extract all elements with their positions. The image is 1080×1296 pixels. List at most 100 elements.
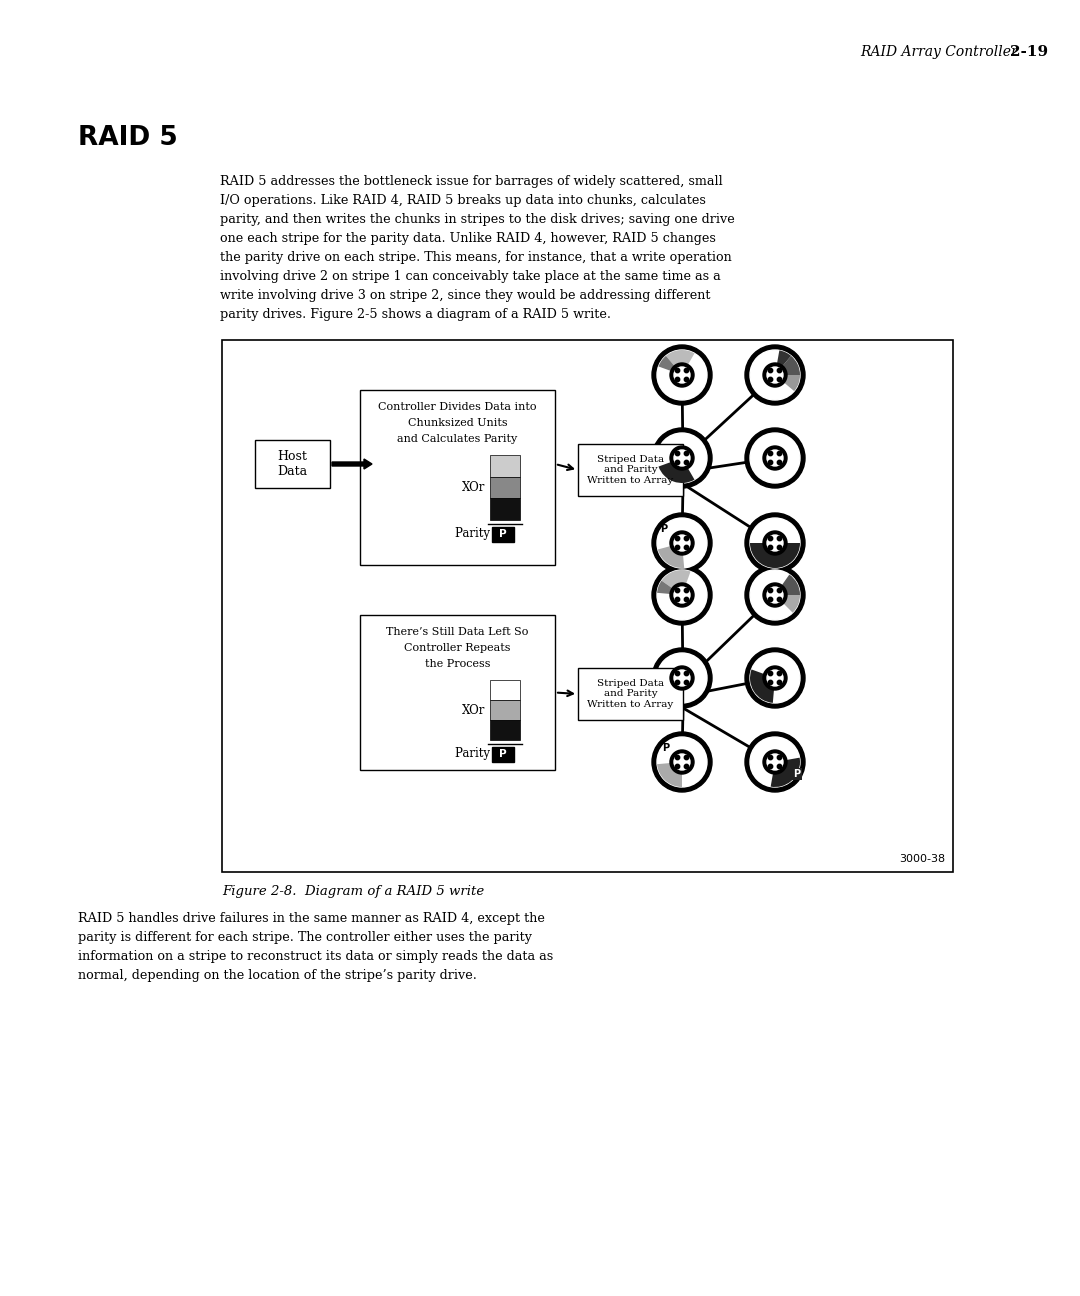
- Circle shape: [778, 671, 782, 675]
- Wedge shape: [775, 574, 800, 595]
- Circle shape: [745, 345, 805, 404]
- Circle shape: [778, 451, 782, 456]
- Circle shape: [675, 680, 679, 684]
- Circle shape: [685, 597, 689, 601]
- Wedge shape: [775, 356, 800, 375]
- Circle shape: [762, 446, 787, 470]
- Circle shape: [685, 765, 689, 769]
- Text: parity, and then writes the chunks in stripes to the disk drives; saving one dri: parity, and then writes the chunks in st…: [220, 213, 734, 226]
- Wedge shape: [750, 543, 800, 568]
- Circle shape: [674, 535, 690, 551]
- Wedge shape: [658, 543, 684, 568]
- Wedge shape: [657, 581, 681, 595]
- Circle shape: [657, 350, 707, 400]
- Circle shape: [670, 666, 694, 689]
- Circle shape: [652, 428, 712, 489]
- Circle shape: [762, 583, 787, 607]
- Bar: [578, 445, 683, 496]
- Circle shape: [675, 460, 679, 465]
- Bar: [492, 526, 514, 542]
- Circle shape: [767, 535, 783, 551]
- Circle shape: [778, 765, 782, 769]
- Circle shape: [745, 428, 805, 489]
- Circle shape: [750, 518, 800, 568]
- Circle shape: [652, 648, 712, 708]
- Circle shape: [768, 377, 772, 382]
- Circle shape: [762, 750, 787, 774]
- Circle shape: [670, 531, 694, 555]
- Wedge shape: [771, 762, 800, 787]
- Text: Chunksized Units: Chunksized Units: [407, 419, 508, 428]
- Circle shape: [674, 754, 690, 770]
- Circle shape: [745, 513, 805, 573]
- FancyArrow shape: [332, 459, 372, 469]
- Circle shape: [670, 446, 694, 470]
- Text: P: P: [662, 743, 670, 753]
- Circle shape: [675, 368, 679, 373]
- Wedge shape: [666, 350, 694, 375]
- Circle shape: [685, 671, 689, 675]
- Circle shape: [685, 546, 689, 550]
- Circle shape: [675, 756, 679, 759]
- Bar: [492, 746, 514, 762]
- Wedge shape: [662, 570, 690, 595]
- Circle shape: [685, 451, 689, 456]
- Circle shape: [750, 570, 800, 619]
- Text: I/O operations. Like RAID 4, RAID 5 breaks up data into chunks, calculates: I/O operations. Like RAID 4, RAID 5 brea…: [220, 194, 706, 207]
- Circle shape: [768, 680, 772, 684]
- Circle shape: [657, 570, 707, 619]
- Circle shape: [685, 537, 689, 540]
- Circle shape: [750, 737, 800, 787]
- Circle shape: [768, 460, 772, 465]
- Circle shape: [768, 451, 772, 456]
- Text: XOr: XOr: [461, 481, 485, 494]
- Circle shape: [778, 680, 782, 684]
- Wedge shape: [775, 350, 791, 375]
- Circle shape: [670, 363, 694, 388]
- Circle shape: [768, 765, 772, 769]
- Circle shape: [674, 450, 690, 467]
- Circle shape: [767, 587, 783, 603]
- Circle shape: [778, 460, 782, 465]
- Circle shape: [652, 345, 712, 404]
- Circle shape: [685, 460, 689, 465]
- Bar: [490, 700, 519, 721]
- Circle shape: [762, 531, 787, 555]
- Circle shape: [657, 737, 707, 787]
- Circle shape: [657, 653, 707, 702]
- Bar: [490, 477, 519, 499]
- Circle shape: [768, 588, 772, 592]
- Text: Parity =: Parity =: [455, 527, 508, 540]
- Circle shape: [750, 350, 800, 400]
- Wedge shape: [775, 595, 800, 613]
- Circle shape: [768, 537, 772, 540]
- Circle shape: [768, 368, 772, 373]
- Circle shape: [762, 666, 787, 689]
- Text: P: P: [794, 769, 800, 779]
- Text: P: P: [661, 524, 667, 534]
- Text: normal, depending on the location of the stripe’s parity drive.: normal, depending on the location of the…: [78, 969, 477, 982]
- Circle shape: [670, 583, 694, 607]
- Text: and Calculates Parity: and Calculates Parity: [397, 434, 517, 445]
- Text: Controller Repeats: Controller Repeats: [404, 643, 511, 653]
- Circle shape: [685, 756, 689, 759]
- Text: 3000-38: 3000-38: [899, 854, 945, 864]
- Circle shape: [768, 756, 772, 759]
- Circle shape: [778, 597, 782, 601]
- Circle shape: [652, 732, 712, 792]
- Text: involving drive 2 on stripe 1 can conceivably take place at the same time as a: involving drive 2 on stripe 1 can concei…: [220, 270, 720, 283]
- Circle shape: [768, 546, 772, 550]
- Circle shape: [685, 368, 689, 373]
- Wedge shape: [750, 670, 775, 702]
- Circle shape: [778, 377, 782, 382]
- Circle shape: [750, 433, 800, 483]
- Circle shape: [778, 588, 782, 592]
- Wedge shape: [775, 375, 800, 391]
- Circle shape: [745, 732, 805, 792]
- Circle shape: [675, 546, 679, 550]
- Bar: [490, 499, 519, 520]
- Circle shape: [674, 587, 690, 603]
- Circle shape: [762, 363, 787, 388]
- Circle shape: [675, 597, 679, 601]
- Circle shape: [670, 750, 694, 774]
